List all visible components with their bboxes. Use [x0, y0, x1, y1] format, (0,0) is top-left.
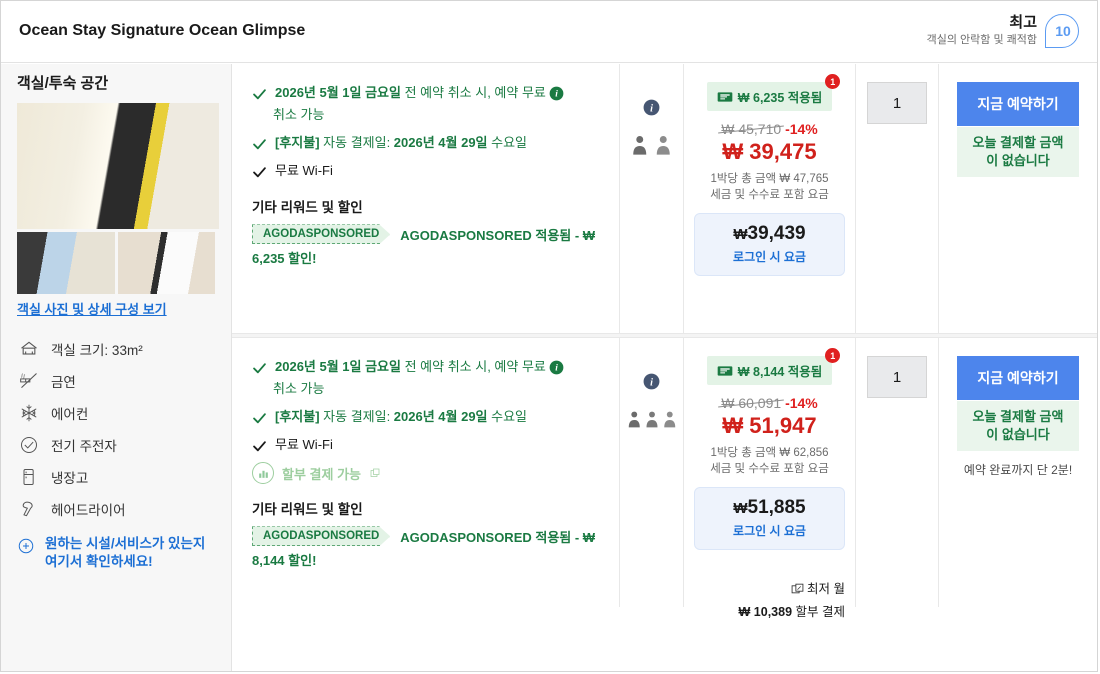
svg-text:i: i: [650, 377, 653, 388]
svg-text:i: i: [556, 364, 559, 374]
svg-text:i: i: [650, 103, 653, 114]
svg-text:i: i: [556, 90, 559, 100]
